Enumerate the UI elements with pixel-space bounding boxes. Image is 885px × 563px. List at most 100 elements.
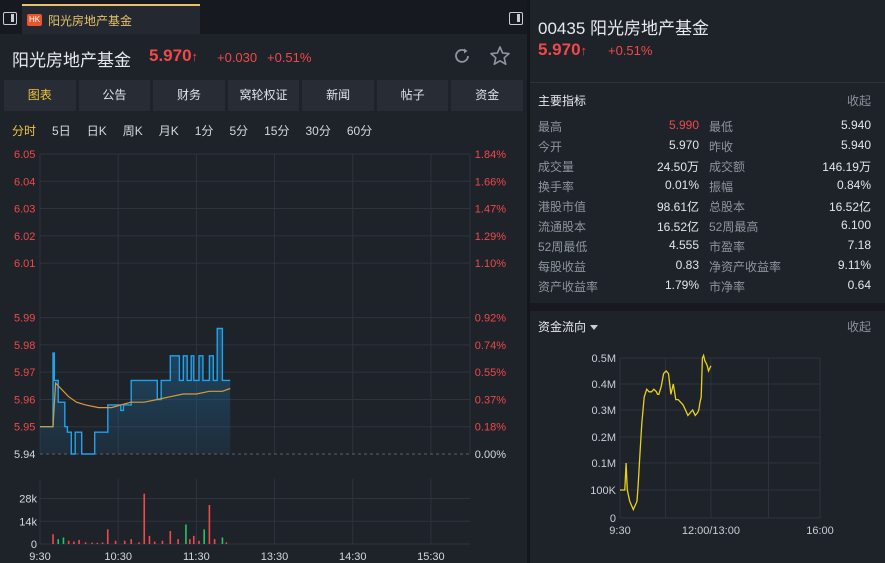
flow-tick-label: 0.2M <box>592 432 616 444</box>
period-tab-7[interactable]: 15分 <box>264 124 290 138</box>
price-area <box>40 328 231 454</box>
period-tab-6[interactable]: 5分 <box>229 124 249 138</box>
period-tab-8[interactable]: 30分 <box>305 124 331 138</box>
nav-tab-2[interactable]: 财务 <box>153 80 225 111</box>
indicator-value: 4.555 <box>668 238 699 252</box>
period-tab-4[interactable]: 月K <box>158 124 179 138</box>
nav-tab-4[interactable]: 新闻 <box>302 80 374 111</box>
volume-bar <box>78 539 80 544</box>
volume-bar <box>130 539 133 544</box>
price-tick-label: 5.95 <box>14 422 35 434</box>
price-tick-label: 6.03 <box>14 204 35 216</box>
refresh-icon[interactable] <box>452 46 472 66</box>
pct-tick-label: 0.92% <box>475 313 506 325</box>
indicator-value: 16.52亿 <box>828 200 871 214</box>
indicator-row: 资产收益率 1.79% 市净率 0.64 <box>538 276 871 296</box>
indicator-row: 换手率 0.01% 振幅 0.84% <box>538 176 871 196</box>
period-tabs: 分时 5日 日K 周K 月K 1分 5分 15分 30分 60分 <box>12 122 388 138</box>
average-price-line <box>40 381 231 428</box>
indicator-value: 0.64 <box>847 278 871 292</box>
pct-tick-label: 0.00% <box>475 449 506 461</box>
fund-flow-line <box>620 353 712 512</box>
price-up-arrow-icon: ↑ <box>191 49 199 64</box>
stock-tab[interactable]: HK 阳光房地产基金 <box>22 4 200 34</box>
indicator-label: 最高 <box>538 120 563 134</box>
volume-bar <box>123 540 126 544</box>
section-divider <box>530 303 885 311</box>
volume-bar <box>189 539 191 544</box>
volume-bar <box>208 505 211 544</box>
hk-market-badge: HK <box>27 14 42 26</box>
flow-tick-label: 0.4M <box>592 379 616 391</box>
indicator-label: 52周最低 <box>538 240 588 254</box>
volume-bar <box>198 540 200 544</box>
pane-divider[interactable] <box>527 0 530 563</box>
stock-name: 阳光房地产基金 <box>12 51 131 70</box>
stock-tab-title: 阳光房地产基金 <box>48 14 133 28</box>
price-tick-label: 5.98 <box>14 340 35 352</box>
volume-bar <box>57 539 60 544</box>
indicators-collapse-button[interactable]: 收起 <box>846 94 871 108</box>
flow-tick-label: 0.5M <box>592 353 616 365</box>
indicator-row: 港股市值 98.61亿 总股本 16.52亿 <box>538 196 871 216</box>
stock-code-name: 00435 阳光房地产基金 <box>538 19 709 38</box>
period-tab-2[interactable]: 日K <box>86 124 107 138</box>
nav-tab-5[interactable]: 帖子 <box>376 80 449 111</box>
price-tick-label: 6.05 <box>14 149 35 161</box>
indicator-row: 每股收益 0.83 净资产收益率 9.11% <box>538 256 871 276</box>
volume-bar <box>203 529 205 544</box>
volume-bar <box>213 539 216 544</box>
fund-flow-collapse-button[interactable]: 收起 <box>846 320 871 334</box>
indicator-label: 市净率 <box>709 280 746 294</box>
flow-tick-label: 0 <box>610 513 616 525</box>
flow-tick-label: 100K <box>590 485 616 497</box>
volume-bar <box>153 541 156 544</box>
intraday-chart[interactable]: 6.05 1.84% 6.04 1.66% 6.03 1.47% 6.02 1.29% 6.01… <box>0 140 527 563</box>
period-tab-9[interactable]: 60分 <box>346 124 373 138</box>
nav-tab-6[interactable]: 资金 <box>451 80 524 111</box>
period-tab-1[interactable]: 5日 <box>52 124 71 138</box>
volume-bar <box>148 535 151 544</box>
indicator-label: 换手率 <box>538 180 575 194</box>
indicator-row: 成交量 24.50万 成交额 146.19万 <box>538 156 871 176</box>
volume-bar <box>52 534 54 544</box>
volume-bar <box>106 529 109 544</box>
panel-toggle-icon[interactable] <box>3 12 17 25</box>
price-tick-label: 5.97 <box>14 367 35 379</box>
price-tick-label: 6.01 <box>14 258 35 270</box>
indicator-value: 0.83 <box>675 258 699 272</box>
indicator-value: 6.100 <box>840 218 871 232</box>
volume-bar <box>177 539 179 544</box>
sidebar-stock-change-pct: +0.51% <box>608 43 653 58</box>
time-axis-label: 10:30 <box>104 551 132 563</box>
indicator-value: 5.940 <box>840 118 871 132</box>
sidebar-toggle-icon[interactable] <box>509 12 523 25</box>
indicator-value: 5.970 <box>668 138 699 152</box>
divider <box>530 82 885 83</box>
indicator-label: 总股本 <box>709 200 746 214</box>
volume-bar <box>62 537 65 544</box>
fund-flow-chart: 0.5M 0.4M 0.3M 0.2M 0.1M 100K 09:30 12:00/13:00… <box>590 353 833 537</box>
price-tick-label: 6.04 <box>14 176 35 188</box>
stock-change: +0.030 <box>217 50 258 65</box>
period-tab-0[interactable]: 分时 <box>12 124 37 138</box>
volume-bar <box>185 524 187 544</box>
time-axis-label: 13:30 <box>261 551 289 563</box>
period-tab-5[interactable]: 1分 <box>194 124 214 138</box>
volume-tick-label: 28k <box>19 494 37 506</box>
volume-bar <box>73 541 75 544</box>
nav-tab-0[interactable]: 图表 <box>4 80 76 111</box>
nav-tab-1[interactable]: 公告 <box>78 80 151 111</box>
indicator-value: 7.18 <box>847 238 871 252</box>
indicator-value: 146.19万 <box>822 160 871 174</box>
favorite-star-icon[interactable] <box>489 45 511 67</box>
indicator-value: 98.61亿 <box>656 200 699 214</box>
nav-tab-3[interactable]: 窝轮权证 <box>227 80 300 111</box>
fund-flow-dropdown[interactable]: 资金流向 <box>538 318 599 335</box>
period-tab-3[interactable]: 周K <box>122 124 143 138</box>
stock-header: 阳光房地产基金 5.970↑ +0.030 +0.51% <box>0 34 527 80</box>
stock-nav-tabs: 图表 公告 财务 窝轮权证 新闻 帖子 资金 <box>4 80 524 111</box>
volume-bar <box>221 537 224 544</box>
indicators-title: 主要指标 <box>538 94 587 108</box>
indicator-label: 昨收 <box>709 140 734 154</box>
